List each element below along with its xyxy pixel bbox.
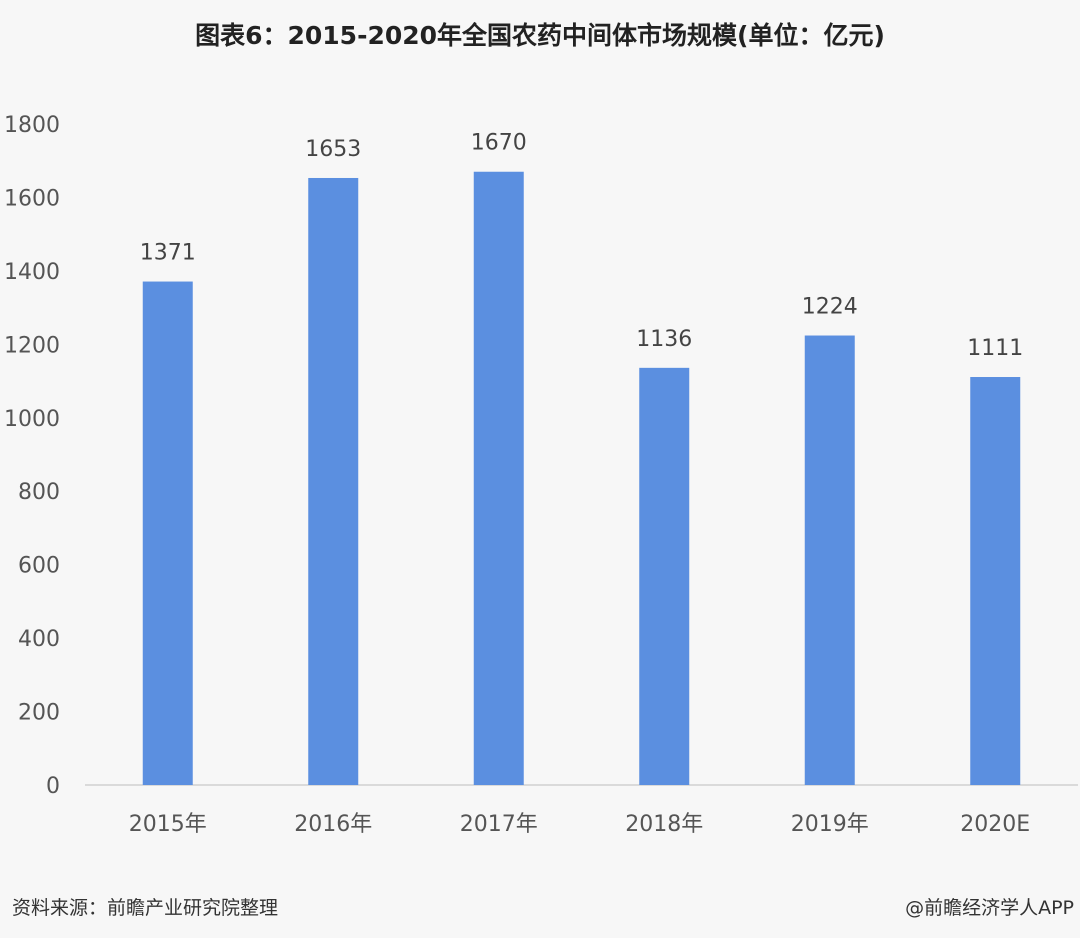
source-note: 资料来源：前瞻产业研究院整理 [12, 897, 279, 919]
y-tick-label: 400 [18, 627, 60, 652]
credit-note: @前瞻经济学人APP [905, 897, 1074, 919]
bar [308, 177, 359, 785]
data-label: 1371 [140, 241, 196, 266]
data-label: 1111 [967, 336, 1023, 361]
y-tick-label: 600 [18, 554, 60, 579]
data-label: 1670 [471, 131, 527, 156]
data-label: 1224 [802, 295, 858, 320]
y-tick-label: 800 [18, 480, 60, 505]
y-tick-label: 1000 [4, 407, 60, 432]
y-tick-label: 1800 [4, 113, 60, 138]
y-tick-label: 200 [18, 701, 60, 726]
x-tick-label: 2019年 [791, 812, 869, 837]
bar [473, 171, 524, 785]
bar [804, 335, 855, 785]
chart-title: 图表6：2015-2020年全国农药中间体市场规模(单位：亿元) [195, 21, 885, 50]
x-tick-label: 2018年 [625, 812, 703, 837]
y-tick-label: 1200 [4, 333, 60, 358]
data-label: 1136 [636, 327, 692, 352]
y-tick-label: 1400 [4, 260, 60, 285]
x-tick-label: 2015年 [129, 812, 207, 837]
x-tick-label: 2016年 [294, 812, 372, 837]
bar [970, 377, 1021, 785]
bar [639, 367, 690, 785]
x-tick-label: 2017年 [460, 812, 538, 837]
y-tick-label: 0 [46, 774, 60, 799]
data-label: 1653 [305, 137, 361, 162]
bar [142, 281, 193, 785]
x-tick-label: 2020E [960, 812, 1030, 837]
y-tick-label: 1600 [4, 186, 60, 211]
